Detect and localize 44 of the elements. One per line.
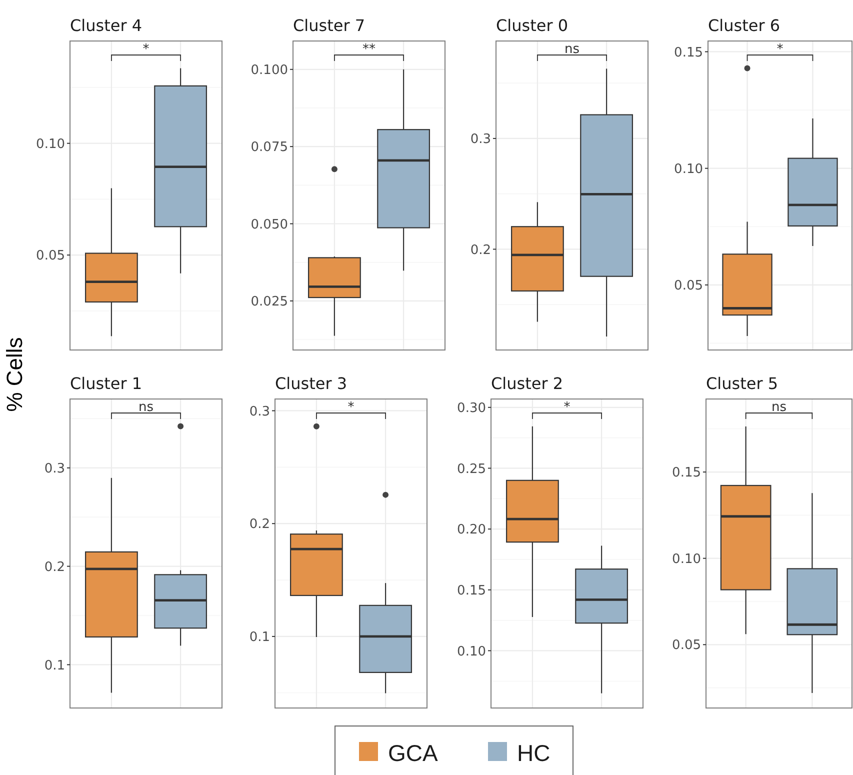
y-tick-label: 0.1 — [249, 630, 270, 645]
y-tick-label: 0.05 — [672, 638, 701, 654]
y-tick-label: 0.3 — [470, 132, 491, 148]
y-tick-label: 0.15 — [457, 583, 486, 598]
y-tick-label: 0.10 — [672, 552, 701, 567]
y-tick-label: 0.20 — [457, 522, 486, 538]
y-tick-label: 0.10 — [457, 644, 486, 660]
y-tick-label: 0.25 — [457, 462, 486, 477]
y-tick-label: 0.100 — [250, 62, 288, 78]
y-tick-label: 0.2 — [470, 242, 491, 258]
annotation: * — [564, 400, 571, 415]
chart-title: Cluster 1 — [70, 374, 142, 393]
y-tick-label: 0.05 — [36, 248, 65, 264]
annotation: ns — [771, 400, 787, 415]
y-tick-label: 0.2 — [249, 517, 270, 532]
y-tick-label: 0.10 — [36, 136, 65, 152]
y-tick-label: 0.050 — [250, 217, 288, 232]
annotation: ** — [362, 42, 376, 57]
y-tick-label: 0.30 — [457, 400, 486, 416]
annotation: * — [776, 42, 784, 57]
chart-title: Cluster 3 — [275, 374, 348, 393]
y-tick-label: 0.15 — [672, 466, 701, 481]
annotation: ns — [138, 400, 154, 415]
legend-label: HC — [517, 740, 550, 766]
y-tick-label: 0.10 — [674, 162, 703, 177]
y-tick-label: 0.3 — [44, 461, 65, 476]
chart-title: Cluster 6 — [708, 16, 780, 35]
legend-label: GCA — [388, 740, 438, 766]
chart-title: Cluster 7 — [293, 16, 366, 35]
y-tick-label: 0.05 — [674, 278, 703, 294]
y-tick-label: 0.025 — [250, 294, 288, 310]
annotation: ns — [564, 42, 580, 57]
y-axis-title: % Cells — [2, 337, 27, 412]
chart-title: Cluster 5 — [706, 374, 778, 393]
chart-title: Cluster 0 — [496, 16, 568, 35]
y-tick-label: 0.1 — [44, 658, 65, 674]
annotation: * — [348, 400, 355, 415]
chart-title: Cluster 4 — [70, 16, 142, 35]
y-tick-label: 0.3 — [249, 404, 270, 420]
annotation: * — [142, 42, 150, 57]
y-tick-label: 0.2 — [44, 560, 65, 575]
y-tick-label: 0.075 — [250, 140, 288, 156]
chart-title: Cluster 2 — [491, 374, 564, 393]
y-tick-label: 0.15 — [674, 45, 703, 60]
